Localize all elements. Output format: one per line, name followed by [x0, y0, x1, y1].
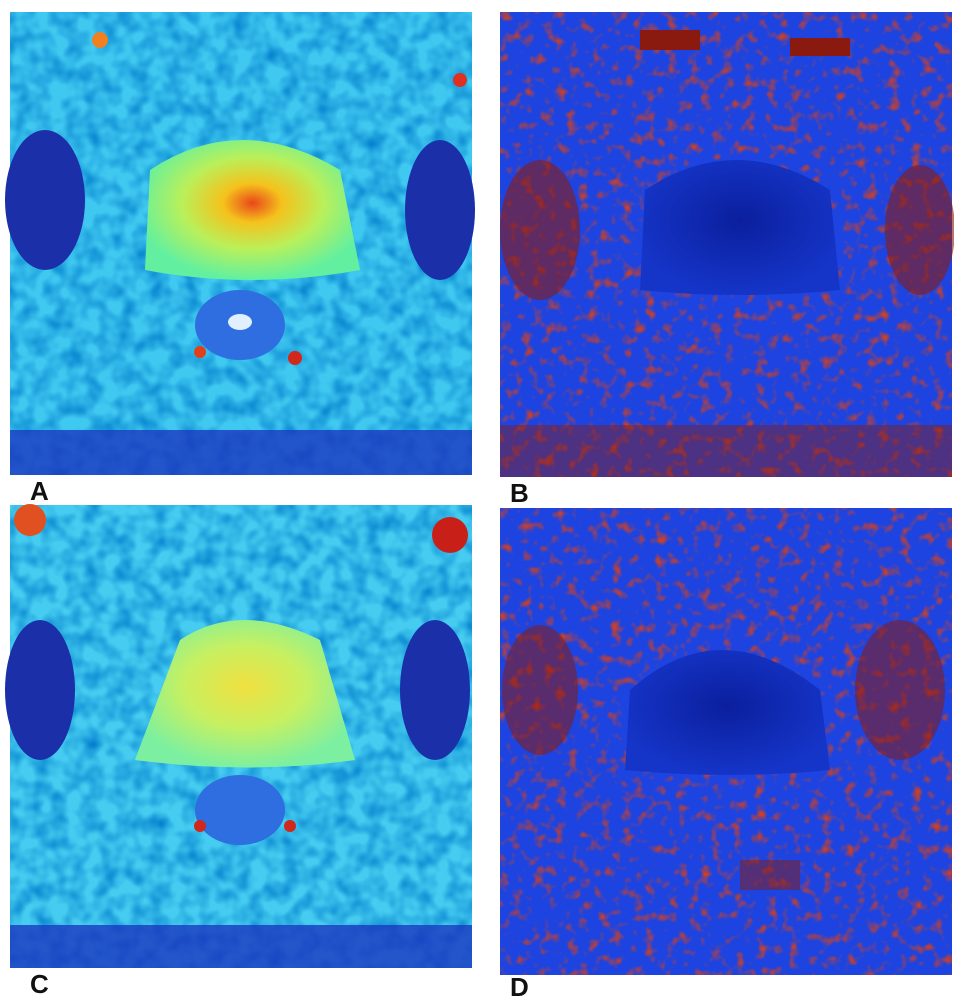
- panel-label: C: [30, 969, 49, 998]
- panel-label: A: [30, 476, 49, 506]
- panel-label: B: [510, 478, 529, 508]
- panel-d-image: [500, 508, 952, 975]
- panel-b-image: [500, 12, 954, 477]
- panel-c-image: [5, 504, 472, 968]
- panel-a-image: [5, 12, 475, 475]
- panel-label: D: [510, 972, 529, 998]
